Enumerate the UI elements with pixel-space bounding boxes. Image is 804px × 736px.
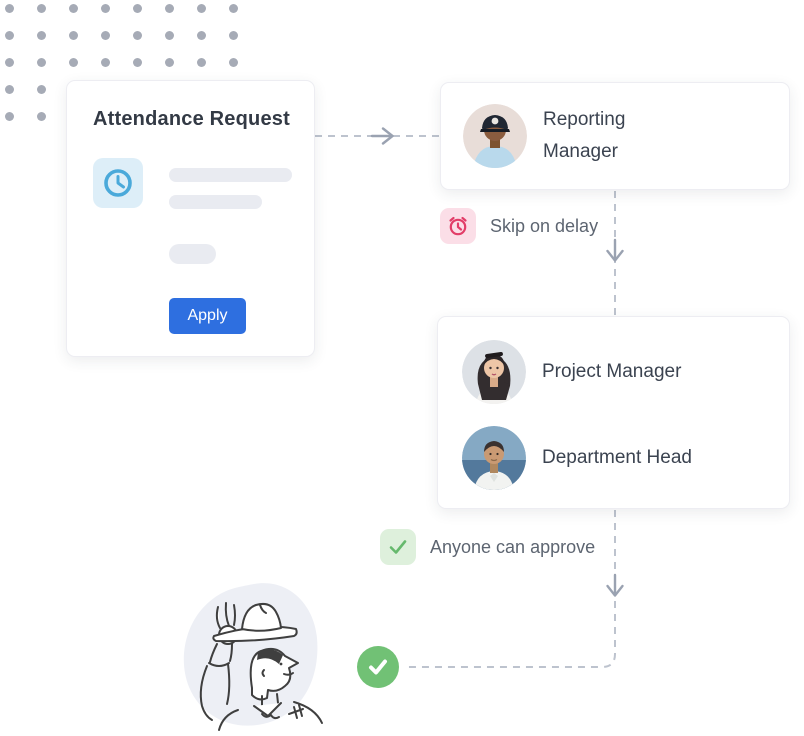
approvers-card: Project Manager Department Head — [437, 316, 790, 509]
node-label: Reporting Manager — [543, 109, 626, 162]
clock-icon — [93, 158, 143, 208]
department-head-avatar — [462, 426, 526, 490]
approver-row: Project Manager — [462, 340, 789, 404]
placeholder-line — [169, 195, 262, 209]
project-manager-avatar — [462, 340, 526, 404]
reporting-manager-avatar — [463, 104, 527, 168]
checkmark-icon — [380, 529, 416, 565]
badge-label: Anyone can approve — [430, 536, 596, 557]
arrow-down-icon — [606, 238, 624, 262]
checkmark-circle-icon — [357, 646, 399, 688]
person-tipping-hat-illustration — [183, 583, 323, 731]
reporting-manager-card: Reporting Manager — [440, 82, 790, 190]
arrow-right-icon — [370, 127, 394, 145]
badge-label: Skip on delay — [490, 215, 599, 236]
card-title: Attendance Request — [93, 108, 290, 130]
node-label: Project Manager — [542, 361, 682, 382]
node-label: Department Head — [542, 447, 692, 468]
placeholder-line — [169, 244, 216, 264]
approver-row: Department Head — [462, 426, 789, 490]
skip-on-delay-badge: Skip on delay — [440, 208, 598, 244]
arrow-down-icon — [606, 573, 624, 597]
apply-button[interactable]: Apply — [169, 298, 246, 334]
placeholder-line — [169, 168, 292, 182]
alarm-clock-icon — [440, 208, 476, 244]
anyone-can-approve-badge: Anyone can approve — [380, 529, 595, 565]
attendance-request-card: Attendance Request Apply — [66, 80, 315, 357]
